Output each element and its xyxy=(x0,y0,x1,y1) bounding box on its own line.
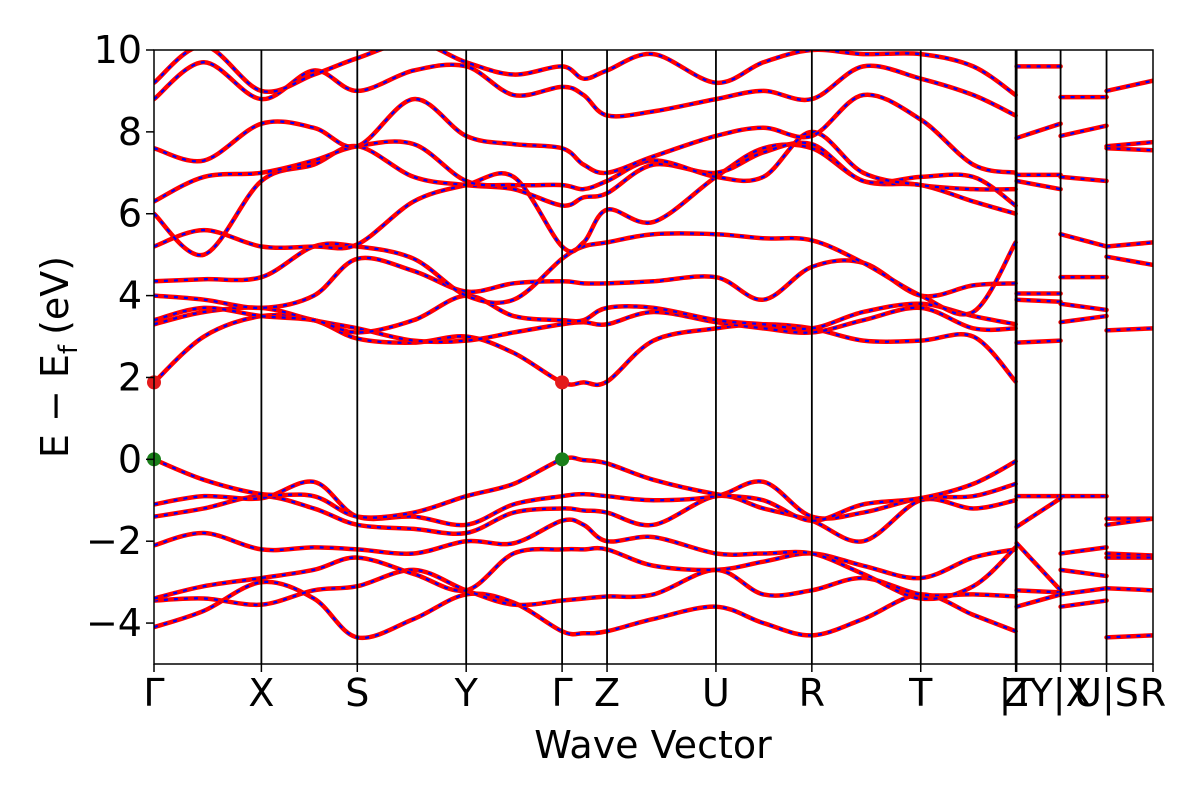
x-axis: Γ X S Y Γ Z U R T Z|TY|XU|S R xyxy=(143,664,1166,716)
x-tick-label-2: S xyxy=(345,671,369,715)
x-tick-label-1: X xyxy=(248,671,274,715)
band-6-blue-line xyxy=(154,456,1017,522)
plot-frame xyxy=(153,49,1154,665)
band-44-blue-line xyxy=(1106,147,1153,152)
band-27-blue-line xyxy=(1015,542,1062,592)
x-tick-label-10: |T xyxy=(999,671,1036,716)
x-tick-label-12: U|S xyxy=(1074,671,1139,716)
x-tick-label-13: R xyxy=(1140,671,1166,715)
band-7-blue-line xyxy=(154,313,1017,386)
y-axis-label: E − Ef (eV) xyxy=(33,256,84,458)
band-3-blue-line xyxy=(154,518,1017,601)
y-tick-label-1: −2 xyxy=(86,519,142,563)
band-36-blue-line xyxy=(1060,314,1107,324)
band-35-blue-line xyxy=(1060,302,1107,312)
band-46-blue-line xyxy=(1106,255,1153,266)
x-tick-label-7: R xyxy=(799,671,825,715)
y-tick-label-6: 8 xyxy=(118,110,142,154)
band-50-blue-line xyxy=(1106,552,1153,557)
band-28-blue-line xyxy=(1016,589,1061,594)
y-tick-label-5: 6 xyxy=(118,192,142,236)
x-tick-label-4: Γ xyxy=(552,671,573,715)
band-2-red-line xyxy=(154,545,1018,601)
band-33-blue-line xyxy=(1060,233,1107,248)
x-tick-label-0: Γ xyxy=(143,671,164,715)
x-tick-label-5: Z xyxy=(594,671,620,715)
band-24-blue-line xyxy=(1016,339,1061,344)
x-tick-label-11: Y|X xyxy=(1029,671,1092,716)
y-axis: −4 −2 0 2 4 6 8 10 xyxy=(86,28,154,645)
extremum-marker-1 xyxy=(555,375,570,390)
band-23-blue-line xyxy=(1016,298,1061,303)
band-0-red-line xyxy=(154,579,1018,641)
x-tick-label-6: U xyxy=(702,671,730,715)
band-32-blue-line xyxy=(1060,175,1107,183)
band-31-blue-line xyxy=(1060,124,1107,138)
y-axis-label-sub: f xyxy=(54,344,84,354)
band-16-red-line xyxy=(154,60,1018,119)
band-7-red-line xyxy=(154,312,1018,388)
band-26-red-line xyxy=(1014,495,1063,530)
band-42-blue-line xyxy=(1106,79,1153,93)
y-tick-label-3: 2 xyxy=(118,355,142,399)
band-26-blue-line xyxy=(1016,497,1062,528)
x-tick-label-8: T xyxy=(908,671,933,715)
y-tick-label-0: −4 xyxy=(86,601,142,645)
y-axis-label-main: E − E xyxy=(33,354,77,458)
band-38-blue-line xyxy=(1060,546,1107,555)
band-45-blue-line xyxy=(1106,241,1153,248)
band-29-blue-line xyxy=(1016,593,1061,608)
x-tick-label-3: Y xyxy=(454,671,479,715)
band-43-blue-line xyxy=(1106,141,1153,148)
x-axis-label: Wave Vector xyxy=(534,723,772,767)
y-axis-label-unit: (eV) xyxy=(33,256,77,335)
band-21-blue-line xyxy=(1016,179,1061,191)
band-52-blue-line xyxy=(1106,587,1153,592)
extremum-marker-3 xyxy=(555,452,570,467)
band-47-blue-line xyxy=(1106,327,1153,332)
band-39-blue-line xyxy=(1060,568,1107,578)
band-0-blue-line xyxy=(154,580,1017,639)
band-14-blue-line xyxy=(154,130,1016,203)
band-5-blue-line xyxy=(154,480,1016,527)
band-4-blue-line xyxy=(154,494,1016,543)
band-53-blue-line xyxy=(1106,634,1153,639)
band-40-blue-line xyxy=(1060,587,1107,596)
band-13-blue-line xyxy=(154,141,1017,257)
band-15-blue-line xyxy=(154,93,1016,175)
kpath-lines xyxy=(260,50,1108,664)
band-15-red-line xyxy=(154,92,1018,176)
band-41-blue-line xyxy=(1060,599,1107,608)
band-11-blue-line xyxy=(154,232,1017,316)
band-2-blue-line xyxy=(154,547,1016,600)
x-tick-label-9: Z xyxy=(1003,671,1029,715)
band-1-blue-line xyxy=(154,568,1016,607)
band-49-blue-line xyxy=(1106,517,1153,526)
y-tick-label-4: 4 xyxy=(118,274,142,318)
y-tick-label-7: 10 xyxy=(94,28,142,72)
bands-layer xyxy=(154,50,1153,641)
band-3-red-line xyxy=(154,517,1018,602)
y-tick-label-2: 0 xyxy=(118,437,142,481)
band-19-blue-line xyxy=(1016,122,1061,140)
band-17-red-line xyxy=(154,50,1018,98)
band-9-blue-line xyxy=(154,294,1016,334)
